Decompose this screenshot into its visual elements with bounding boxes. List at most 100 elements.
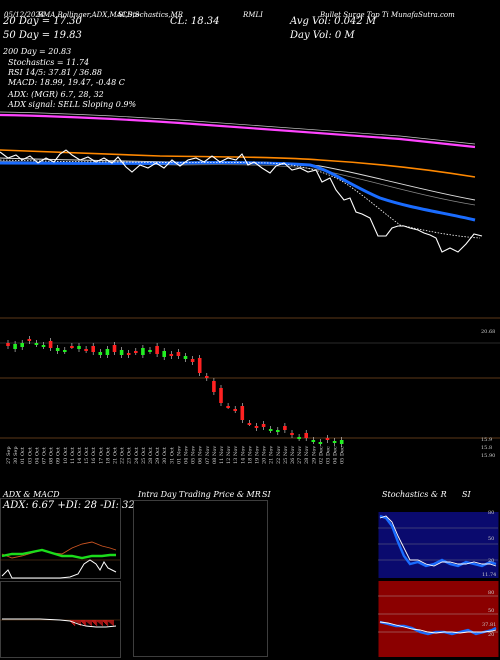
candle-body [304,433,308,438]
candle-body [13,344,17,349]
date-tick-label: 17 Oct [98,447,104,464]
date-tick-label: 07 Nov [205,446,211,464]
candle-body [183,356,188,359]
date-tick-label: 26 Nov [290,446,296,464]
candle-body [226,406,230,408]
stoch-panel-bg [378,512,499,578]
date-tick-label: 18 Nov [247,446,253,464]
date-tick-label: 08 Oct [49,447,55,464]
ma200-label: 200 Day = 20.83 [3,47,72,56]
candle-body [283,426,287,430]
macd-hist-bar [75,620,77,622]
date-tick-label: 05 Dec [340,446,346,464]
candle-body [169,354,174,356]
macd-hist-bar [96,620,98,626]
candle-body [91,346,95,352]
ma50-label: 50 Day = 19.83 [3,30,82,41]
adx-label: ADX: (MGR) 6.7, 28, 32 [8,90,104,99]
candle-body [112,345,117,352]
macd-hist-bar [98,620,100,623]
candle-body [240,406,245,420]
date-tick-label: 27 Sep [6,446,12,464]
date-tick-label: 29 Nov [311,446,317,464]
candle-body [205,376,209,378]
stoch-value-label: 11.74 [482,572,496,578]
macd-hist-bar [89,620,91,625]
candle-body [84,349,88,351]
candle-body [190,359,195,362]
ema-200-line [0,113,476,149]
date-tick-label: 12 Nov [226,446,232,464]
date-axis: 27 Sep 30 Sep 01 Oct 03 Oct 04 Oct 07 Oct 08 O… [6,446,346,464]
minus-di-line [1,548,116,560]
date-tick-label: 13 Nov [233,446,239,464]
macd-hist-bar [76,620,78,623]
stoch-panel: 80 50 20 11.74 80 50 20 37.81 [378,510,499,657]
stoch-d-line [379,515,497,567]
main-price-chart: 27 Sep 30 Sep 01 Oct 03 Oct 04 Oct 07 Oct 08 O… [0,111,500,464]
candle-body [176,352,181,356]
price-line [0,149,483,253]
candle-body [48,341,53,348]
date-tick-label: 24 Oct [134,447,140,464]
macd-hist-bar [85,620,87,626]
candle-body [268,429,273,431]
macd-hist-bar [84,620,85,625]
intra-panel-si: SI [262,490,271,499]
date-tick-label: 08 Nov [212,446,218,464]
macd-hist-bar [95,620,96,625]
adx-line [1,559,117,579]
candle-body [212,381,216,392]
date-stamp: 05/12/2024 [4,11,45,19]
macd-hist-bar [103,620,104,622]
intra-panel-border [133,500,268,657]
date-tick-label: 29 Oct [155,447,161,464]
candle-body [261,424,266,427]
candle-body [339,440,344,444]
macd-hist-bar [109,620,111,623]
candle-body [63,350,67,352]
macd-hist-bar [99,620,101,624]
date-tick-label: 19 Nov [255,446,261,464]
macd-hist-bar [104,620,105,623]
ema-50-line [0,149,476,178]
candle-body [105,349,110,355]
candle-body [6,343,10,346]
macd-hist-bar [90,620,92,626]
date-tick-label: 28 Nov [304,446,310,464]
candle-body [126,353,131,355]
right-top-text: Bullet Surge Top Ti MunafaSutra.com [320,11,455,19]
rsi-value-label: 37.81 [482,622,496,628]
close-label: CL: 18.34 [170,16,220,27]
candle-body [148,350,152,352]
date-tick-label: 01 Oct [20,447,26,464]
date-tick-label: 04 Oct [34,447,40,464]
macd-hist-bar [81,620,82,622]
candle-body [290,433,294,435]
macd-hist-bar [107,620,109,626]
candle-body [98,352,103,355]
date-tick-label: 02 Dec [318,446,324,464]
candle-body [254,426,259,428]
date-tick-label: 03 Oct [27,447,33,464]
date-tick-label: 31 Oct [169,447,175,464]
date-tick-label: 25 Oct [141,447,147,464]
legend-line: EMA,Bollinger,ADX,MACD,S [38,11,140,19]
macd-hist-bar [105,620,106,624]
candle-body [197,358,202,373]
low-label-1: 15.9 [481,437,492,443]
macd-hist-bar [94,620,95,624]
macd-hist-bar [93,620,94,623]
ema-200-shadow [0,111,476,145]
candle-body [325,438,330,440]
date-tick-label: 09 Oct [56,447,62,464]
candle-body [77,346,81,349]
stoch-tick-50: 50 [488,536,494,542]
candle-body [141,348,145,355]
candle-body [233,409,237,411]
date-tick-label: 16 Oct [91,447,97,464]
ma20-label: 20 Day = 17.30 [3,16,82,27]
date-tick-label: 18 Oct [105,447,111,464]
macd-hist-bar [106,620,107,625]
date-tick-label: 30 Oct [162,447,168,464]
